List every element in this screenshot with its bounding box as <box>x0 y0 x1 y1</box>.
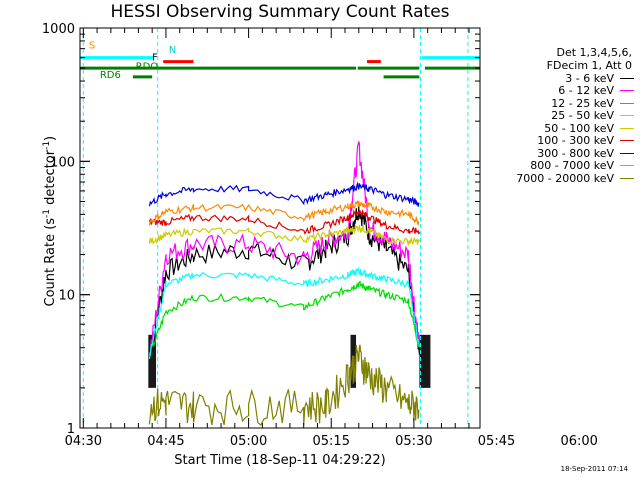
legend-swatch <box>620 177 634 179</box>
legend-swatch <box>620 127 634 129</box>
legend: Det 1,3,4,5,6, FDecim 1, Att 0 3 - 6 keV… <box>484 46 634 185</box>
series-line-100-300keV <box>148 209 420 235</box>
series-line-800-7000keV <box>148 200 420 227</box>
legend-item: 25 - 50 keV <box>484 109 634 123</box>
legend-label: 300 - 800 keV <box>537 146 614 160</box>
legend-item: 6 - 12 keV <box>484 84 634 98</box>
attenuator-bar-0 <box>148 334 157 388</box>
legend-header-1: Det 1,3,4,5,6, <box>556 46 632 59</box>
legend-swatch <box>620 165 634 167</box>
legend-item: 12 - 25 keV <box>484 97 634 110</box>
legend-item: 3 - 6 keV <box>484 72 634 85</box>
legend-swatch <box>620 140 634 142</box>
x-tick-label: 05:00 <box>230 434 267 449</box>
legend-label: 6 - 12 keV <box>558 84 614 98</box>
y-tick-label: 10 <box>58 289 75 304</box>
series-line-25-50keV <box>148 266 420 360</box>
y-tick-label: 1000 <box>42 22 75 37</box>
series-line-3-6keV <box>148 205 420 356</box>
legend-label: 800 - 7000 keV <box>530 159 614 173</box>
x-tick-label: 05:15 <box>313 434 350 449</box>
legend-swatch <box>620 115 634 117</box>
x-tick-label: 05:30 <box>395 434 432 449</box>
chart-title: HESSI Observing Summary Count Rates <box>110 2 450 22</box>
x-axis-label: Start Time (18-Sep-11 04:29:22) <box>174 453 386 468</box>
legend-header-2: FDecim 1, Att 0 <box>546 59 632 72</box>
series-line-50-100keV <box>148 223 420 246</box>
x-tick-label: 04:30 <box>65 434 102 449</box>
legend-item: 800 - 7000 keV <box>484 159 634 173</box>
axes-frame <box>79 27 481 429</box>
y-tick-label: 1 <box>67 422 75 437</box>
x-tick-label: 05:45 <box>478 434 515 449</box>
legend-swatch <box>620 152 634 154</box>
legend-swatch <box>620 102 634 104</box>
legend-swatch <box>620 90 634 92</box>
flag-label-s: S <box>89 41 95 52</box>
legend-item: 50 - 100 keV <box>484 122 634 135</box>
x-tick-label: 04:45 <box>147 434 184 449</box>
legend-item: 300 - 800 keV <box>484 147 634 160</box>
y-tick-label: 100 <box>50 155 75 170</box>
legend-label: 100 - 300 keV <box>537 134 614 148</box>
legend-rows: 3 - 6 keV 6 - 12 keV 12 - 25 keV 25 - 50 ke… <box>484 72 634 185</box>
series-line-300-800keV <box>148 181 420 207</box>
legend-label: 3 - 6 keV <box>565 71 614 85</box>
legend-label: 50 - 100 keV <box>544 121 614 135</box>
series-line-12-25keV <box>148 280 420 357</box>
legend-item: 7000 - 20000 keV <box>484 172 634 185</box>
x-tick-label: 06:00 <box>560 434 597 449</box>
legend-label: 12 - 25 keV <box>551 96 614 110</box>
series-line-7000-20000keV <box>148 344 420 426</box>
legend-label: 25 - 50 keV <box>551 109 614 123</box>
flag-label-rdo: RDO <box>136 61 159 72</box>
flag-label-rd6: RD6 <box>100 70 121 81</box>
flag-label-f: F <box>152 53 158 64</box>
legend-swatch <box>620 77 634 79</box>
timestamp: 18-Sep-2011 07:14 <box>560 465 628 473</box>
attenuator-bar-2 <box>419 334 431 388</box>
flag-label-n: N <box>169 45 176 56</box>
legend-label: 7000 - 20000 keV <box>516 171 614 185</box>
legend-item: 100 - 300 keV <box>484 134 634 148</box>
